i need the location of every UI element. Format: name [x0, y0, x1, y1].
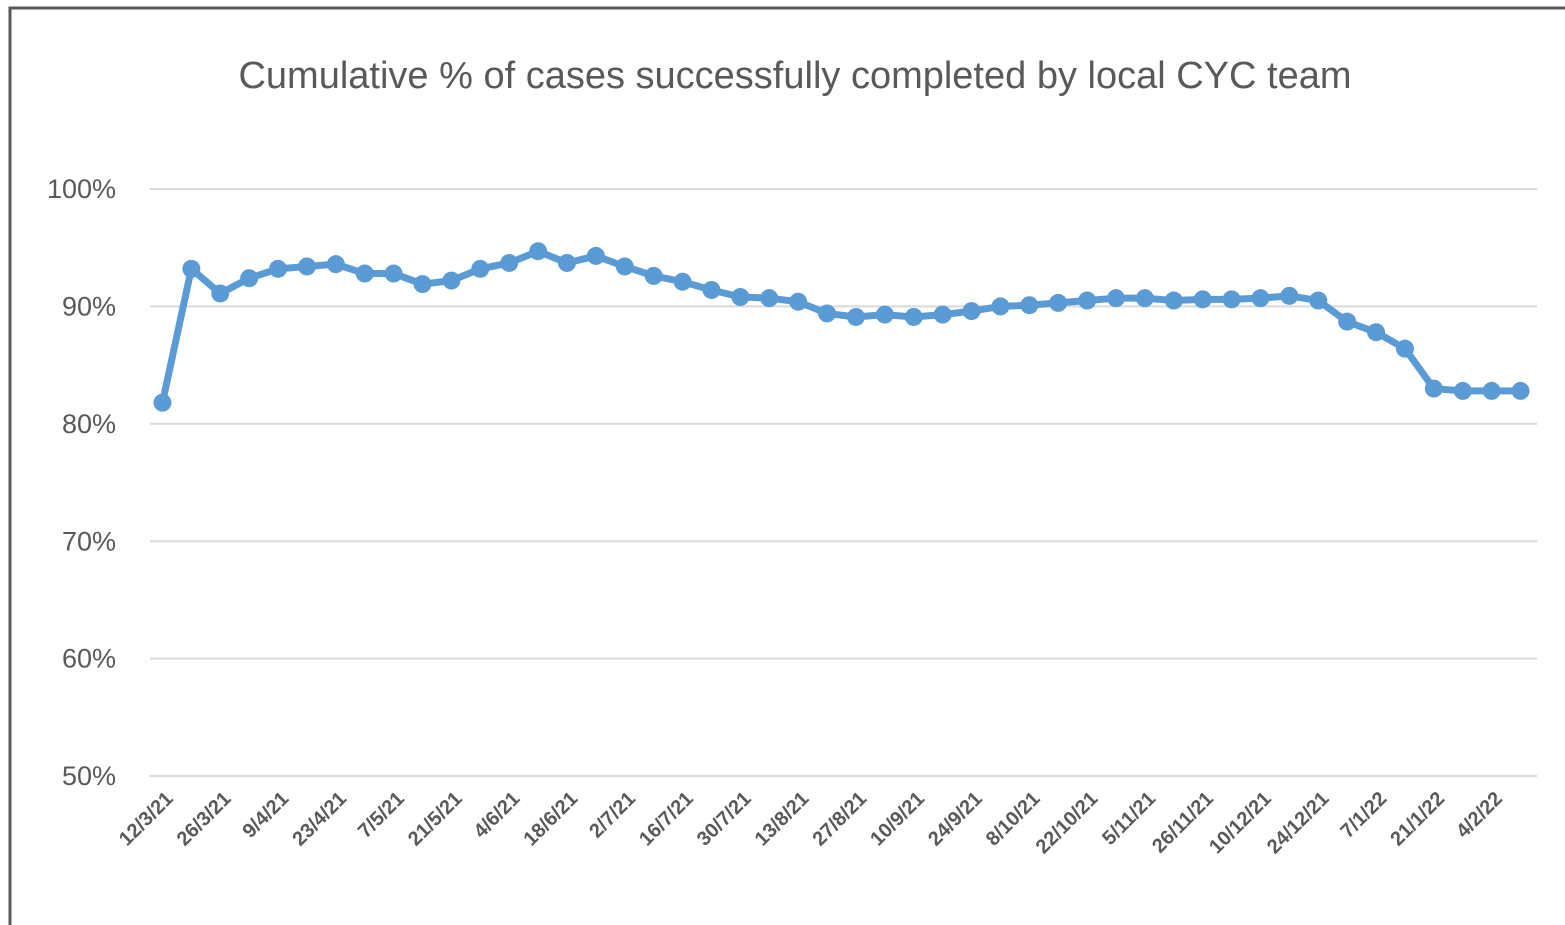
marker — [904, 307, 923, 326]
x-tick-label: 26/11/21 — [1148, 788, 1218, 858]
x-tick-label: 7/1/22 — [1336, 788, 1391, 843]
marker — [1164, 291, 1183, 310]
marker — [384, 264, 403, 283]
x-tick-label: 4/2/22 — [1452, 788, 1507, 843]
marker — [1107, 289, 1126, 308]
x-tick-label: 24/9/21 — [924, 788, 987, 851]
x-tick-label: 24/12/21 — [1263, 788, 1334, 859]
x-tick-label: 26/3/21 — [173, 788, 236, 851]
marker — [673, 272, 692, 291]
marker — [644, 266, 663, 285]
marker — [1367, 323, 1386, 342]
x-tick-label: 22/10/21 — [1032, 788, 1103, 859]
marker — [211, 284, 230, 303]
x-tick-label: 2/7/21 — [585, 788, 640, 843]
x-tick-label: 21/1/22 — [1386, 788, 1449, 851]
marker — [269, 259, 288, 278]
marker — [1338, 312, 1357, 331]
marker — [1309, 291, 1328, 310]
marker — [1424, 379, 1443, 398]
x-tick-label: 10/9/21 — [866, 788, 929, 851]
marker — [1453, 381, 1472, 400]
marker — [875, 305, 894, 324]
marker — [731, 288, 750, 307]
x-tick-label: 18/6/21 — [520, 788, 583, 851]
x-tick-label: 12/3/21 — [115, 788, 178, 851]
marker — [1193, 290, 1212, 309]
marker — [789, 292, 808, 311]
marker — [557, 253, 576, 272]
marker — [615, 257, 634, 276]
marker — [702, 280, 721, 299]
marker — [1482, 381, 1501, 400]
marker — [1251, 289, 1270, 308]
chart-border — [8, 6, 1565, 925]
x-tick-label: 7/5/21 — [354, 788, 409, 843]
x-tick-label: 30/7/21 — [693, 788, 756, 851]
marker — [355, 264, 374, 283]
marker — [1511, 381, 1530, 400]
x-tick-label: 16/7/21 — [635, 788, 698, 851]
x-tick-label: 27/8/21 — [808, 788, 871, 851]
marker — [933, 305, 952, 324]
chart-title: Cumulative % of cases successfully compl… — [238, 55, 1352, 97]
marker — [991, 297, 1010, 316]
marker — [1135, 289, 1154, 308]
marker — [1078, 291, 1097, 310]
marker — [529, 242, 548, 261]
y-tick-label: 60% — [62, 644, 116, 674]
marker — [1280, 286, 1299, 305]
marker — [153, 393, 172, 412]
marker — [1222, 290, 1241, 309]
x-tick-label: 4/6/21 — [470, 788, 525, 843]
x-tick-label: 10/12/21 — [1205, 788, 1276, 859]
y-tick-label: 100% — [47, 174, 116, 204]
marker — [846, 307, 865, 326]
marker — [760, 289, 779, 308]
marker — [413, 275, 432, 294]
marker — [297, 257, 316, 276]
marker — [240, 269, 259, 288]
y-tick-label: 80% — [62, 409, 116, 439]
marker — [500, 253, 519, 272]
marker — [326, 255, 345, 274]
y-tick-label: 50% — [62, 761, 116, 791]
x-tick-label: 13/8/21 — [751, 788, 814, 851]
x-tick-label: 21/5/21 — [404, 788, 467, 851]
x-tick-label: 23/4/21 — [288, 788, 351, 851]
y-tick-label: 90% — [62, 292, 116, 322]
marker — [1020, 296, 1039, 315]
marker — [182, 259, 201, 278]
marker — [962, 302, 981, 321]
marker — [442, 271, 461, 290]
marker — [818, 304, 837, 323]
marker — [586, 246, 605, 265]
x-tick-label: 9/4/21 — [238, 788, 293, 843]
y-tick-label: 70% — [62, 526, 116, 556]
marker — [471, 259, 490, 278]
marker — [1395, 339, 1414, 358]
marker — [1049, 293, 1068, 312]
